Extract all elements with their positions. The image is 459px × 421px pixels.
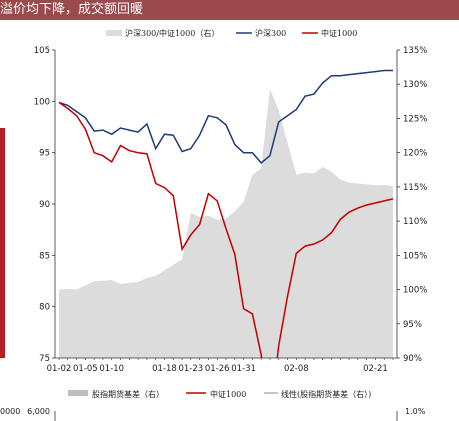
legend-label-basis: 股指期货基差（右） [92,389,164,399]
second-chart-fragment: 0000 6,000 1.0% [0,407,426,421]
x-tick-label: 01-31 [231,364,256,374]
right-tick-label: 135% [403,46,427,56]
plot-area: 75 80 85 90 95 100 105 90% 95% 100% 105% 110% 115% 12… [34,46,428,374]
legend-swatch-ratio [106,30,122,36]
legend-top: 沪深300/中证1000（右） 沪深300 中证1000 [106,28,357,38]
legend-label-trend: 线性(股指期货基差（右）) [281,389,371,399]
x-tick-label: 01-02 [47,364,72,374]
x-tick-label: 02-21 [363,364,388,374]
right-tick-label: 95% [403,320,422,330]
right-tick-label: 125% [403,114,427,124]
left-accent-bar [0,128,5,358]
x-tick-label: 01-26 [205,364,230,374]
legend-swatch-basis [68,390,88,396]
hs300-line [58,69,393,164]
right-tick-label: 130% [403,80,427,90]
right-tick-label: 100% [403,286,427,296]
legend-bottom: 股指期货基差（右） 中证1000 线性(股指期货基差（右）) [68,389,371,399]
right-tick-label: 115% [403,183,427,193]
legend-label-ratio: 沪深300/中证1000（右） [125,28,219,38]
right-tick-label: 105% [403,251,427,261]
x-tick-label: 02-08 [284,364,309,374]
x-tick-label: 01-10 [99,364,124,374]
zz1000-line [58,101,394,358]
left-tick-label: 80 [39,303,50,313]
left-tick-label: 90 [39,200,50,210]
left-fragment-text: 0000 [0,407,20,416]
section-title: 溢价均下降，成交额回暖 [0,2,144,17]
ratio-area [59,89,393,358]
left-tick-label: 105 [34,46,50,56]
x-tick-label: 01-23 [178,364,203,374]
x-tick-label: 01-05 [73,364,98,374]
right-tick-label: 110% [403,217,427,227]
section-title-bar: 溢价均下降，成交额回暖 [0,0,459,20]
right-tick-label: 120% [403,149,427,159]
left-tick-label: 85 [39,251,50,261]
left-tick-label: 100 [34,97,50,107]
right-tick-label: 90% [403,354,422,364]
x-tick-label: 01-18 [152,364,177,374]
legend-label-hs300: 沪深300 [255,28,286,38]
left-tick-label: 75 [39,354,50,364]
second-right-ytick: 1.0% [405,407,426,416]
legend-label-zz1000: 中证1000 [321,28,357,38]
legend-label-zz1000-2: 中证1000 [210,389,246,399]
second-left-ytick: 6,000 [27,407,50,416]
left-tick-label: 95 [39,149,50,159]
